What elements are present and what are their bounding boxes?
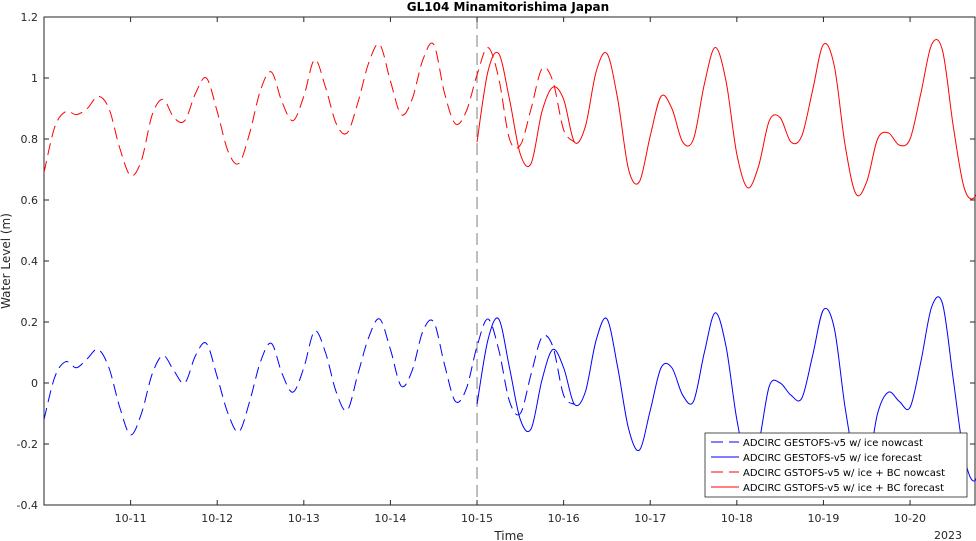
x-tick-label: 10-19 <box>807 512 839 525</box>
legend-label: ADCIRC GESTOFS-v5 w/ ice forecast <box>743 453 922 464</box>
series-line-0 <box>43 318 575 436</box>
y-tick-label: 0 <box>31 377 38 390</box>
series-line-1 <box>476 296 976 482</box>
x-tick-label: 10-15 <box>461 512 493 525</box>
x-tick-label: 10-13 <box>288 512 320 525</box>
y-tick-label: 1.2 <box>21 11 39 24</box>
y-tick-label: 0.8 <box>21 133 39 146</box>
x-tick-label: 10-14 <box>374 512 406 525</box>
y-tick-label: -0.2 <box>17 438 38 451</box>
x-tick-label: 10-11 <box>115 512 147 525</box>
plot-area <box>43 16 976 506</box>
x-axis-label: Time <box>493 529 523 541</box>
y-tick-label: 0.2 <box>21 316 39 329</box>
x-tick-label: 10-16 <box>548 512 580 525</box>
legend: ADCIRC GESTOFS-v5 w/ ice nowcast ADCIRC G… <box>704 432 968 498</box>
legend-label: ADCIRC GSTOFS-v5 w/ ice + BC nowcast <box>743 468 945 479</box>
y-tick-label: 0.4 <box>21 255 39 268</box>
y-tick-label: 0.6 <box>21 194 39 207</box>
chart-title: GL104 Minamitorishima Japan <box>407 0 609 14</box>
legend-label: ADCIRC GESTOFS-v5 w/ ice nowcast <box>743 438 923 449</box>
legend-box <box>704 432 968 498</box>
x-tick-label: 10-12 <box>201 512 233 525</box>
y-tick-label: 1 <box>31 72 38 85</box>
y-tick-label: -0.4 <box>17 499 38 512</box>
y-axis-label: Water Level (m) <box>0 213 13 309</box>
year-label: 2023 <box>934 529 962 541</box>
series-line-3 <box>476 39 976 200</box>
x-tick-label: 10-18 <box>721 512 753 525</box>
x-tick-label: 10-17 <box>634 512 666 525</box>
x-tick-label: 10-20 <box>894 512 926 525</box>
legend-label: ADCIRC GSTOFS-v5 w/ ice + BC forecast <box>743 483 944 494</box>
